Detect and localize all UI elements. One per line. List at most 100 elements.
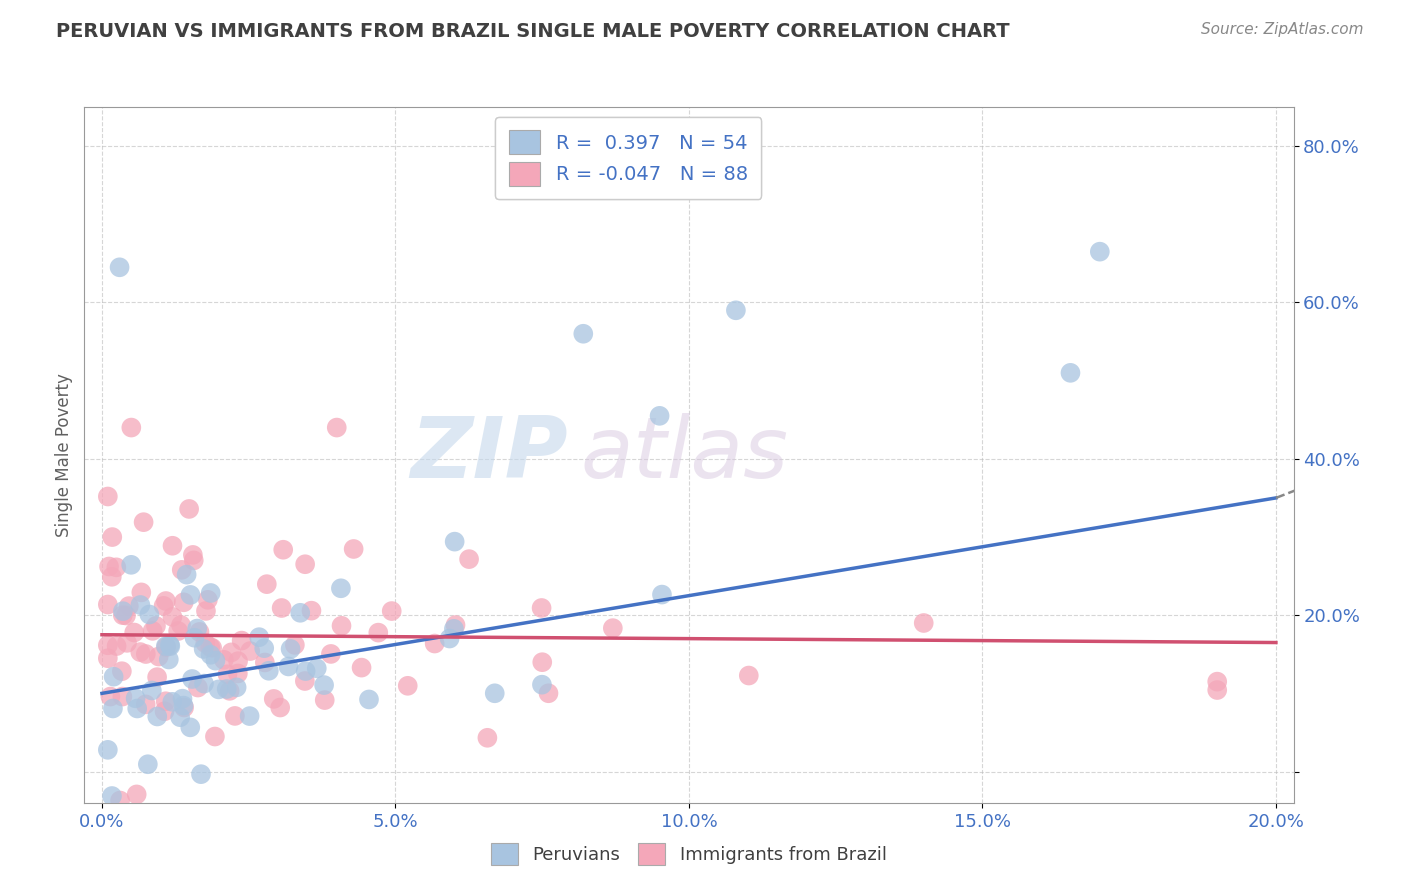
Point	[146, 670, 169, 684]
Point	[484, 686, 506, 700]
Point	[343, 541, 366, 556]
Point	[208, 682, 231, 697]
Point	[176, 567, 198, 582]
Point	[724, 303, 747, 318]
Point	[101, 530, 124, 544]
Text: atlas: atlas	[581, 413, 789, 497]
Point	[101, 570, 124, 584]
Point	[159, 638, 181, 652]
Point	[305, 661, 328, 675]
Point	[190, 767, 212, 781]
Point	[132, 515, 155, 529]
Point	[602, 621, 624, 635]
Point	[111, 608, 134, 623]
Point	[187, 681, 209, 695]
Point	[115, 608, 138, 623]
Point	[179, 588, 201, 602]
Point	[155, 640, 177, 654]
Point	[531, 655, 554, 669]
Point	[201, 640, 224, 655]
Point	[738, 668, 761, 682]
Point	[651, 588, 673, 602]
Point	[118, 599, 141, 613]
Point	[148, 649, 170, 664]
Point	[111, 690, 134, 704]
Point	[124, 691, 146, 706]
Point	[256, 577, 278, 591]
Point	[194, 636, 217, 650]
Point	[167, 624, 190, 638]
Point	[221, 645, 243, 659]
Point	[183, 553, 205, 567]
Point	[162, 695, 184, 709]
Point	[122, 625, 145, 640]
Point	[443, 534, 465, 549]
Point	[173, 698, 195, 713]
Point	[101, 789, 124, 803]
Point	[263, 692, 285, 706]
Point	[173, 700, 195, 714]
Point	[247, 630, 270, 644]
Point	[170, 563, 193, 577]
Point	[226, 654, 249, 668]
Point	[204, 654, 226, 668]
Point	[197, 592, 219, 607]
Point	[912, 615, 935, 630]
Point	[537, 686, 560, 700]
Point	[136, 757, 159, 772]
Point	[152, 599, 174, 613]
Point	[530, 601, 553, 615]
Point	[200, 586, 222, 600]
Point	[188, 624, 211, 639]
Point	[169, 710, 191, 724]
Point	[127, 701, 149, 715]
Point	[105, 639, 128, 653]
Point	[204, 730, 226, 744]
Point	[319, 647, 342, 661]
Point	[145, 619, 167, 633]
Point	[172, 691, 194, 706]
Point	[200, 648, 222, 662]
Point	[226, 666, 249, 681]
Point	[179, 502, 201, 516]
Point	[100, 690, 122, 704]
Point	[290, 606, 312, 620]
Point	[170, 618, 193, 632]
Point	[357, 692, 380, 706]
Point	[326, 420, 349, 434]
Point	[97, 743, 120, 757]
Point	[224, 709, 246, 723]
Point	[444, 618, 467, 632]
Point	[173, 595, 195, 609]
Point	[194, 604, 217, 618]
Point	[280, 642, 302, 657]
Point	[98, 559, 121, 574]
Point	[314, 678, 336, 692]
Point	[103, 670, 125, 684]
Point	[294, 673, 316, 688]
Point	[97, 490, 120, 504]
Point	[146, 709, 169, 723]
Y-axis label: Single Male Poverty: Single Male Poverty	[55, 373, 73, 537]
Point	[115, 636, 138, 650]
Point	[277, 659, 299, 673]
Point	[301, 604, 323, 618]
Point	[381, 604, 404, 618]
Point	[138, 607, 160, 622]
Point	[284, 638, 307, 652]
Point	[270, 601, 292, 615]
Point	[1059, 366, 1081, 380]
Point	[269, 700, 291, 714]
Point	[218, 683, 240, 698]
Point	[225, 681, 247, 695]
Point	[477, 731, 499, 745]
Point	[111, 604, 134, 618]
Point	[443, 622, 465, 636]
Point	[200, 640, 222, 655]
Point	[97, 638, 120, 652]
Point	[181, 548, 204, 562]
Point	[120, 420, 142, 434]
Point	[239, 644, 262, 658]
Point	[253, 656, 276, 670]
Point	[179, 720, 201, 734]
